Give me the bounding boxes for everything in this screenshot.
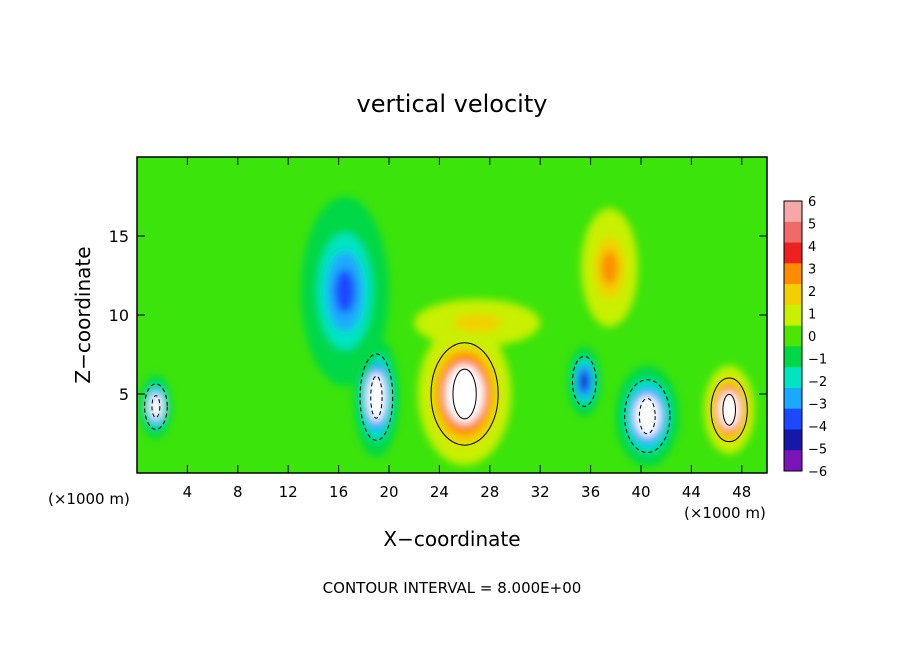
colorbar-swatch xyxy=(784,221,802,244)
colorbar-swatch xyxy=(784,325,802,347)
field-feature-9 xyxy=(414,299,541,347)
colorbar-label: −1 xyxy=(808,353,827,368)
x-unit-right: (×1000 m) xyxy=(684,504,766,522)
colorbar-label: −6 xyxy=(808,465,827,480)
colorbar-label: −3 xyxy=(808,398,827,413)
contour-interval-note: CONTOUR INTERVAL = 8.000E+00 xyxy=(323,579,582,597)
colorbar-label: 2 xyxy=(808,285,816,300)
contour-line xyxy=(144,383,168,430)
colorbar-label: 6 xyxy=(808,195,816,210)
field-core xyxy=(445,364,485,424)
x-tick-label: 40 xyxy=(631,483,650,501)
field-level xyxy=(581,374,588,389)
colorbar-swatch xyxy=(784,346,802,368)
field-feature-1 xyxy=(417,322,512,466)
contour-line xyxy=(572,355,597,407)
field-core xyxy=(149,393,163,420)
contour-line xyxy=(722,393,737,426)
x-tick-label: 20 xyxy=(379,483,398,501)
field-feature-2 xyxy=(704,365,755,455)
x-tick-label: 28 xyxy=(480,483,499,501)
field-feature-7 xyxy=(300,196,389,387)
contour-line xyxy=(638,397,656,435)
field-core xyxy=(718,391,740,429)
y-axis: 5 10 15 xyxy=(109,227,767,404)
contour-line xyxy=(452,368,477,420)
contour-line xyxy=(151,395,161,419)
colorbar-label: 5 xyxy=(808,218,816,233)
colorbar-swatch xyxy=(784,304,802,327)
field-level xyxy=(334,269,356,314)
x-tick-label: 32 xyxy=(531,483,550,501)
x-tick-label: 24 xyxy=(430,483,449,501)
chart-title: vertical velocity xyxy=(357,90,548,118)
x-tick-label: 44 xyxy=(682,483,701,501)
colorbar-swatch xyxy=(784,201,802,223)
colorbar-frame xyxy=(783,200,803,472)
colorbar-swatch xyxy=(784,387,802,410)
colorbar-label: 0 xyxy=(808,330,816,345)
colorbar-swatch xyxy=(784,367,802,389)
field-level xyxy=(601,250,618,285)
y-axis-label: Z−coordinate xyxy=(71,246,95,383)
colorbar-label: −2 xyxy=(808,375,827,390)
colorbar: 6 5 4 3 2 1 0 −1 −2 −3 −4 −5 −6 xyxy=(783,195,827,480)
colorbar-label: 4 xyxy=(808,240,816,255)
colorbar-swatch xyxy=(784,450,802,472)
contour-line xyxy=(359,353,394,441)
x-axis: 4 8 12 16 20 24 28 32 36 40 44 48 xyxy=(183,157,751,501)
contour-line xyxy=(430,342,499,446)
colorbar-label: −4 xyxy=(808,420,827,435)
x-unit-left: (×1000 m) xyxy=(48,490,130,508)
colorbar-swatch xyxy=(784,242,802,264)
contour-line xyxy=(624,379,671,454)
contour-line xyxy=(710,377,748,443)
colorbar-swatch xyxy=(784,408,802,430)
y-tick-label: 5 xyxy=(119,385,129,404)
contour-line xyxy=(370,375,383,419)
x-tick-label: 36 xyxy=(581,483,600,501)
colorbar-label: 1 xyxy=(808,308,816,323)
x-tick-label: 12 xyxy=(279,483,298,501)
field-core xyxy=(634,394,661,438)
x-tick-label: 16 xyxy=(329,483,348,501)
x-tick-label: 4 xyxy=(183,483,193,501)
heatmap-area xyxy=(137,157,767,473)
x-tick-label: 48 xyxy=(732,483,751,501)
colorbar-swatch xyxy=(784,429,802,451)
x-tick-label: 8 xyxy=(233,483,243,501)
field-core xyxy=(366,371,386,423)
colorbar-label: −5 xyxy=(808,443,827,458)
colorbar-label: 3 xyxy=(808,263,816,278)
field-feature-8 xyxy=(581,208,638,327)
colorbar-swatch xyxy=(784,263,802,285)
field-feature-5 xyxy=(615,365,679,467)
y-tick-label: 15 xyxy=(109,227,129,246)
colorbar-swatch xyxy=(784,284,802,306)
field-level xyxy=(453,314,501,332)
x-axis-label: X−coordinate xyxy=(383,527,520,551)
y-tick-label: 10 xyxy=(109,306,129,325)
